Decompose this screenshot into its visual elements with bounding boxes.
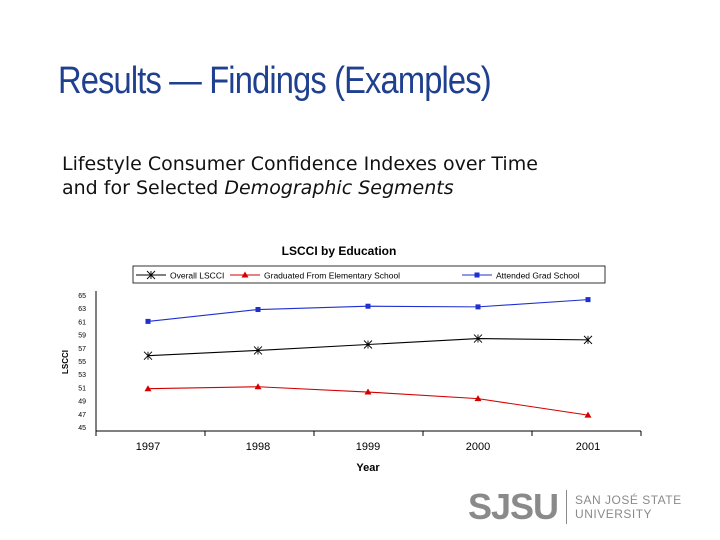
legend-label: Attended Grad School — [496, 271, 580, 281]
y-tick-label: 61 — [78, 319, 86, 326]
y-axis-label: LSCCI — [61, 350, 70, 374]
x-tick-label: 2001 — [576, 441, 600, 453]
data-point — [254, 383, 262, 390]
y-tick-label: 47 — [78, 412, 86, 419]
y-tick-label: 53 — [78, 372, 86, 379]
x-axis-label: Year — [356, 462, 380, 474]
slide-subtitle: Lifestyle Consumer Confidence Indexes ov… — [62, 152, 538, 200]
x-tick-label: 2000 — [466, 441, 490, 453]
series-line — [147, 299, 589, 322]
data-point — [143, 351, 153, 361]
chart-axes: 65 63 61 59 57 55 53 51 49 47 45 1997 1998 1999 2000 20… — [78, 291, 642, 453]
legend-marker — [146, 270, 156, 280]
legend-label: Graduated From Elementary School — [264, 271, 400, 281]
sjsu-logo: SJSU SAN JOSÉ STATE UNIVERSITY — [468, 486, 682, 528]
legend-box — [132, 265, 606, 284]
y-tick-label: 59 — [78, 333, 86, 340]
series-0 — [143, 334, 593, 361]
logo-text: SAN JOSÉ STATE UNIVERSITY — [575, 493, 682, 521]
chart-title: LSCCI by Education — [282, 244, 397, 258]
data-point — [474, 395, 482, 402]
x-tick-label: 1998 — [246, 441, 270, 453]
data-point — [584, 411, 592, 418]
data-point — [473, 334, 483, 343]
slide-title: Results — Findings (Examples) — [58, 60, 492, 102]
logo-line-1: SAN JOSÉ STATE — [575, 493, 682, 507]
data-point — [365, 303, 371, 309]
data-point — [145, 318, 151, 324]
y-tick-label: 57 — [78, 346, 86, 353]
chart-legend: Overall LSCCI Graduated From Elementary S… — [132, 265, 606, 284]
data-point — [583, 335, 593, 345]
legend-label: Overall LSCCI — [170, 271, 224, 281]
y-tick-label: 55 — [78, 359, 86, 366]
data-point — [364, 388, 372, 395]
chart-series — [143, 297, 593, 418]
x-tick-label: 1997 — [136, 441, 160, 453]
y-tick-label: 49 — [78, 399, 86, 406]
subtitle-line-2-italic: Demographic Segments — [224, 177, 454, 199]
data-point — [255, 307, 261, 313]
y-tick-label: 51 — [78, 385, 86, 392]
logo-mark: SJSU — [468, 486, 559, 527]
y-tick-label: 45 — [78, 425, 86, 432]
legend-marker — [474, 272, 480, 278]
data-point — [253, 346, 263, 355]
subtitle-line-1: Lifestyle Consumer Confidence Indexes ov… — [62, 153, 538, 175]
y-tick-label: 65 — [78, 293, 86, 300]
data-point — [585, 297, 591, 303]
series-2 — [145, 297, 591, 324]
series-1 — [144, 383, 592, 418]
y-tick-label: 63 — [78, 306, 86, 313]
logo-divider — [566, 490, 568, 524]
data-point — [475, 304, 481, 310]
data-point — [363, 340, 373, 349]
subtitle-line-2-plain: and for Selected — [62, 177, 225, 199]
x-tick-label: 1999 — [356, 441, 380, 453]
logo-line-2: UNIVERSITY — [575, 507, 653, 521]
subtitle-line-2: and for Selected Demographic Segments — [62, 176, 538, 200]
legend-marker — [241, 271, 249, 278]
data-point — [144, 385, 152, 392]
